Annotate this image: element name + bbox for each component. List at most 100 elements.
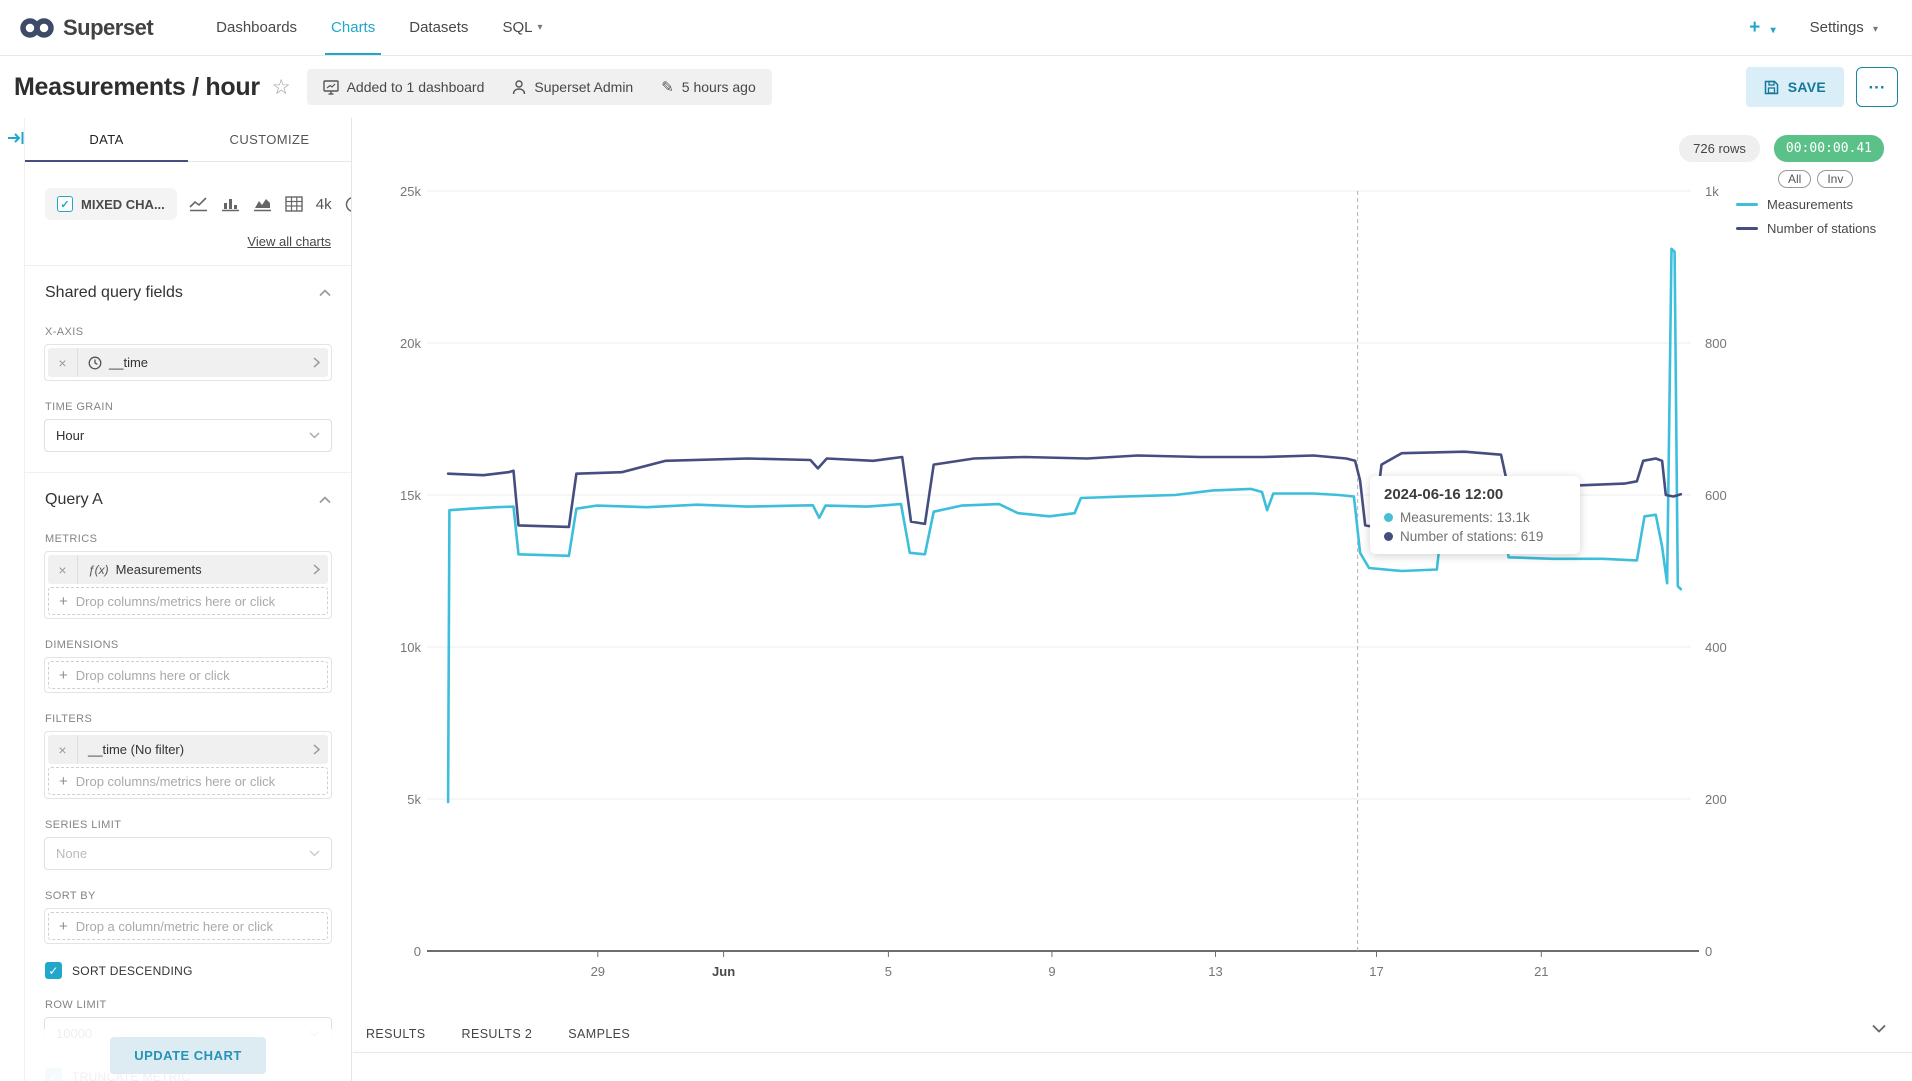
svg-text:29: 29 [591, 964, 605, 979]
metrics-label: METRICS [45, 533, 98, 545]
svg-text:600: 600 [1705, 488, 1727, 503]
tab-samples[interactable]: SAMPLES [568, 1027, 631, 1041]
viz-type-shortcuts: 4k [189, 196, 351, 213]
chevron-right-icon [313, 564, 320, 575]
settings-menu-button[interactable]: Settings ▾ [1809, 19, 1878, 36]
new-menu-button[interactable]: + ▾ [1749, 16, 1776, 38]
caret-down-icon: ▾ [1770, 24, 1776, 36]
filter-pill[interactable]: × __time (No filter) [48, 735, 328, 764]
table-icon[interactable] [285, 196, 303, 212]
svg-text:0: 0 [414, 944, 421, 959]
svg-text:0: 0 [1705, 944, 1712, 959]
query-a-header[interactable]: Query A [25, 473, 351, 513]
time-grain-select[interactable]: Hour [44, 419, 332, 452]
legend-swatch-stations [1736, 227, 1758, 230]
nav-charts[interactable]: Charts [325, 0, 382, 55]
svg-text:10k: 10k [400, 640, 421, 655]
save-disk-icon [1764, 80, 1778, 94]
legend-item-stations[interactable]: Number of stations [1736, 221, 1906, 236]
timeseries-plot[interactable]: 0 0 5k 200 10k 400 15k 600 20k 800 25k 1k 29 Jun 5 9 13 1… [353, 118, 1912, 998]
sort-descending-checkbox[interactable]: ✓ SORT DESCENDING [45, 962, 331, 979]
pencil-icon: ✎ [661, 79, 674, 96]
x-axis-value: __time [109, 355, 149, 370]
caret-down-icon: ▾ [537, 22, 543, 33]
chart-owner[interactable]: Superset Admin [512, 79, 633, 95]
chart-header: Measurements / hour ☆ Added to 1 dashboa… [0, 56, 1912, 118]
line-chart-icon[interactable] [189, 196, 208, 212]
data-panel: DATA CUSTOMIZE ✓ MIXED CHA... [24, 118, 352, 1081]
pie-chart-icon[interactable] [345, 196, 351, 213]
page-title: Measurements / hour [14, 72, 260, 101]
sort-by-drop-zone[interactable]: + Drop a column/metric here or click [48, 912, 328, 940]
filters-label: FILTERS [45, 713, 93, 725]
legend-buttons: All Inv [1778, 170, 1906, 188]
row-limit-label: ROW LIMIT [45, 999, 107, 1011]
legend-all-button[interactable]: All [1778, 170, 1812, 188]
svg-text:5k: 5k [407, 792, 421, 807]
remove-icon[interactable]: × [48, 735, 78, 764]
dimensions-label: DIMENSIONS [45, 639, 119, 651]
series-limit-select[interactable]: None [44, 837, 332, 870]
clock-icon [88, 356, 102, 370]
plus-icon: + [59, 772, 68, 790]
legend-swatch-measurements [1736, 203, 1758, 206]
update-chart-bar: UPDATE CHART [25, 1029, 351, 1081]
divider [353, 1052, 1912, 1053]
tab-results-2[interactable]: RESULTS 2 [461, 1027, 533, 1041]
remove-icon[interactable]: × [48, 348, 78, 377]
chevron-up-icon [319, 289, 331, 297]
view-all-charts-link[interactable]: View all charts [247, 234, 331, 249]
legend-inv-button[interactable]: Inv [1817, 170, 1854, 188]
svg-text:17: 17 [1369, 964, 1383, 979]
filters-control: × __time (No filter) + Drop columns/metr… [44, 731, 332, 799]
chart-legend: All Inv Measurements Number of stations [1736, 170, 1906, 236]
x-axis-pill[interactable]: × __time [48, 348, 328, 377]
svg-text:21: 21 [1534, 964, 1548, 979]
nav-dashboards[interactable]: Dashboards [216, 19, 298, 36]
last-modified[interactable]: ✎ 5 hours ago [661, 79, 756, 96]
save-button[interactable]: SAVE [1745, 67, 1844, 107]
viz-type-row: ✓ MIXED CHA... [25, 162, 351, 220]
results-tabs: RESULTS RESULTS 2 SAMPLES [353, 1016, 1912, 1052]
metrics-drop-zone[interactable]: + Drop columns/metrics here or click [48, 587, 328, 615]
dashboard-count-badge[interactable]: Added to 1 dashboard [322, 79, 484, 95]
shared-query-fields-header[interactable]: Shared query fields [25, 266, 351, 306]
svg-text:400: 400 [1705, 640, 1727, 655]
collapse-results-icon[interactable] [1872, 1020, 1886, 1038]
tab-data[interactable]: DATA [25, 118, 188, 162]
viz-type-selected[interactable]: ✓ MIXED CHA... [45, 188, 177, 220]
nav-datasets[interactable]: Datasets [409, 19, 469, 36]
metrics-control: × ƒ(x) Measurements + Drop columns/metri… [44, 551, 332, 619]
collapse-panel-icon[interactable] [5, 127, 27, 149]
sort-by-label: SORT BY [45, 890, 96, 902]
bar-chart-icon[interactable] [221, 196, 240, 212]
navbar: Superset Dashboards Charts Datasets SQL … [0, 0, 1912, 56]
remove-icon[interactable]: × [48, 555, 78, 584]
more-actions-button[interactable]: ··· [1856, 67, 1898, 107]
divider [25, 472, 351, 473]
metric-pill[interactable]: × ƒ(x) Measurements [48, 555, 328, 584]
caret-down-icon: ▾ [1872, 24, 1878, 35]
viz-4k-badge[interactable]: 4k [315, 195, 332, 213]
query-status-badges: 726 rows 00:00:00.41 [1679, 135, 1884, 162]
row-count-badge: 726 rows [1679, 135, 1760, 162]
plus-icon: + [59, 666, 68, 684]
area-chart-icon[interactable] [253, 196, 272, 212]
plus-icon: + [59, 592, 68, 610]
chevron-right-icon [313, 357, 320, 368]
series-limit-label: SERIES LIMIT [45, 819, 122, 831]
nav-sql[interactable]: SQL ▾ [502, 19, 543, 36]
dashboard-icon [322, 79, 339, 95]
superset-logo[interactable]: Superset [20, 15, 154, 41]
svg-text:9: 9 [1048, 964, 1055, 979]
filters-drop-zone[interactable]: + Drop columns/metrics here or click [48, 767, 328, 795]
series-dot-icon [1384, 513, 1393, 522]
update-chart-button[interactable]: UPDATE CHART [110, 1036, 266, 1074]
tab-customize[interactable]: CUSTOMIZE [229, 132, 310, 147]
dimensions-drop-zone[interactable]: + Drop columns here or click [48, 661, 328, 689]
favorite-star-icon[interactable]: ☆ [271, 75, 291, 99]
legend-item-measurements[interactable]: Measurements [1736, 197, 1906, 212]
chart-meta-strip: Added to 1 dashboard Superset Admin ✎ 5 … [306, 69, 772, 105]
tab-results[interactable]: RESULTS [366, 1027, 426, 1041]
time-grain-label: TIME GRAIN [45, 401, 114, 413]
